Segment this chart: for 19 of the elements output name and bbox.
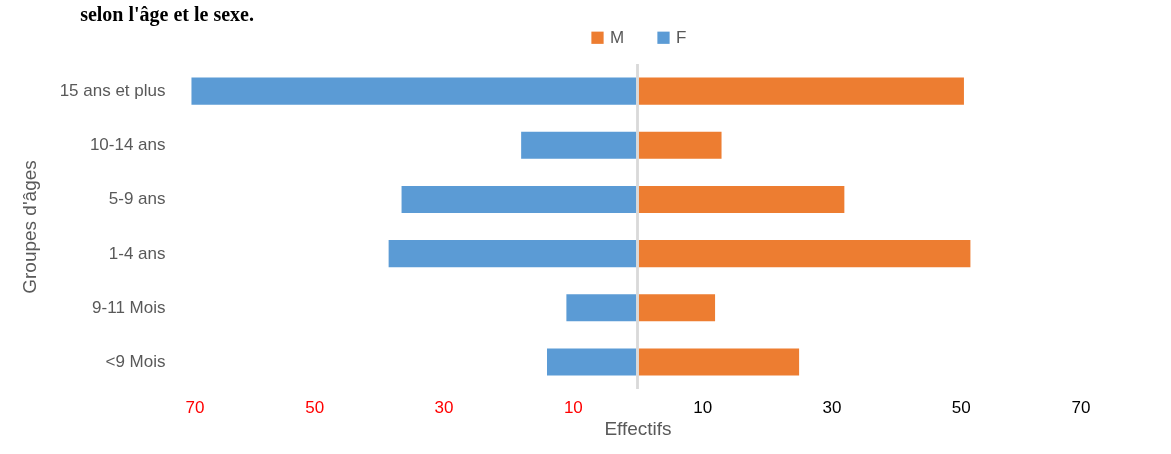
y-tick-label: 15 ans et plus	[59, 81, 166, 101]
x-tick-label: 50	[305, 397, 325, 417]
x-tick-label: 10	[563, 397, 583, 417]
y-tick-label: <9 Mois	[105, 351, 166, 371]
x-axis-title: Effectifs	[604, 417, 672, 439]
x-tick-label: 70	[185, 397, 205, 417]
x-tick-label: 30	[822, 397, 842, 417]
y-tick-label: 10-14 ans	[89, 135, 166, 155]
legend-label: F	[676, 27, 687, 47]
x-tick-label: 30	[434, 397, 454, 417]
y-tick-label: 9-11 Mois	[92, 297, 166, 317]
x-tick-label: 10	[693, 397, 713, 417]
y-tick-label: 5-9 ans	[108, 189, 166, 209]
legend-label: M	[610, 27, 625, 47]
y-axis-title: Groupes d'âges	[18, 160, 40, 294]
y-tick-label: 1-4 ans	[108, 243, 166, 263]
x-tick-label: 50	[951, 397, 971, 417]
x-tick-label: 70	[1071, 397, 1091, 417]
chart-title: selon l'âge et le sexe.	[80, 3, 254, 26]
